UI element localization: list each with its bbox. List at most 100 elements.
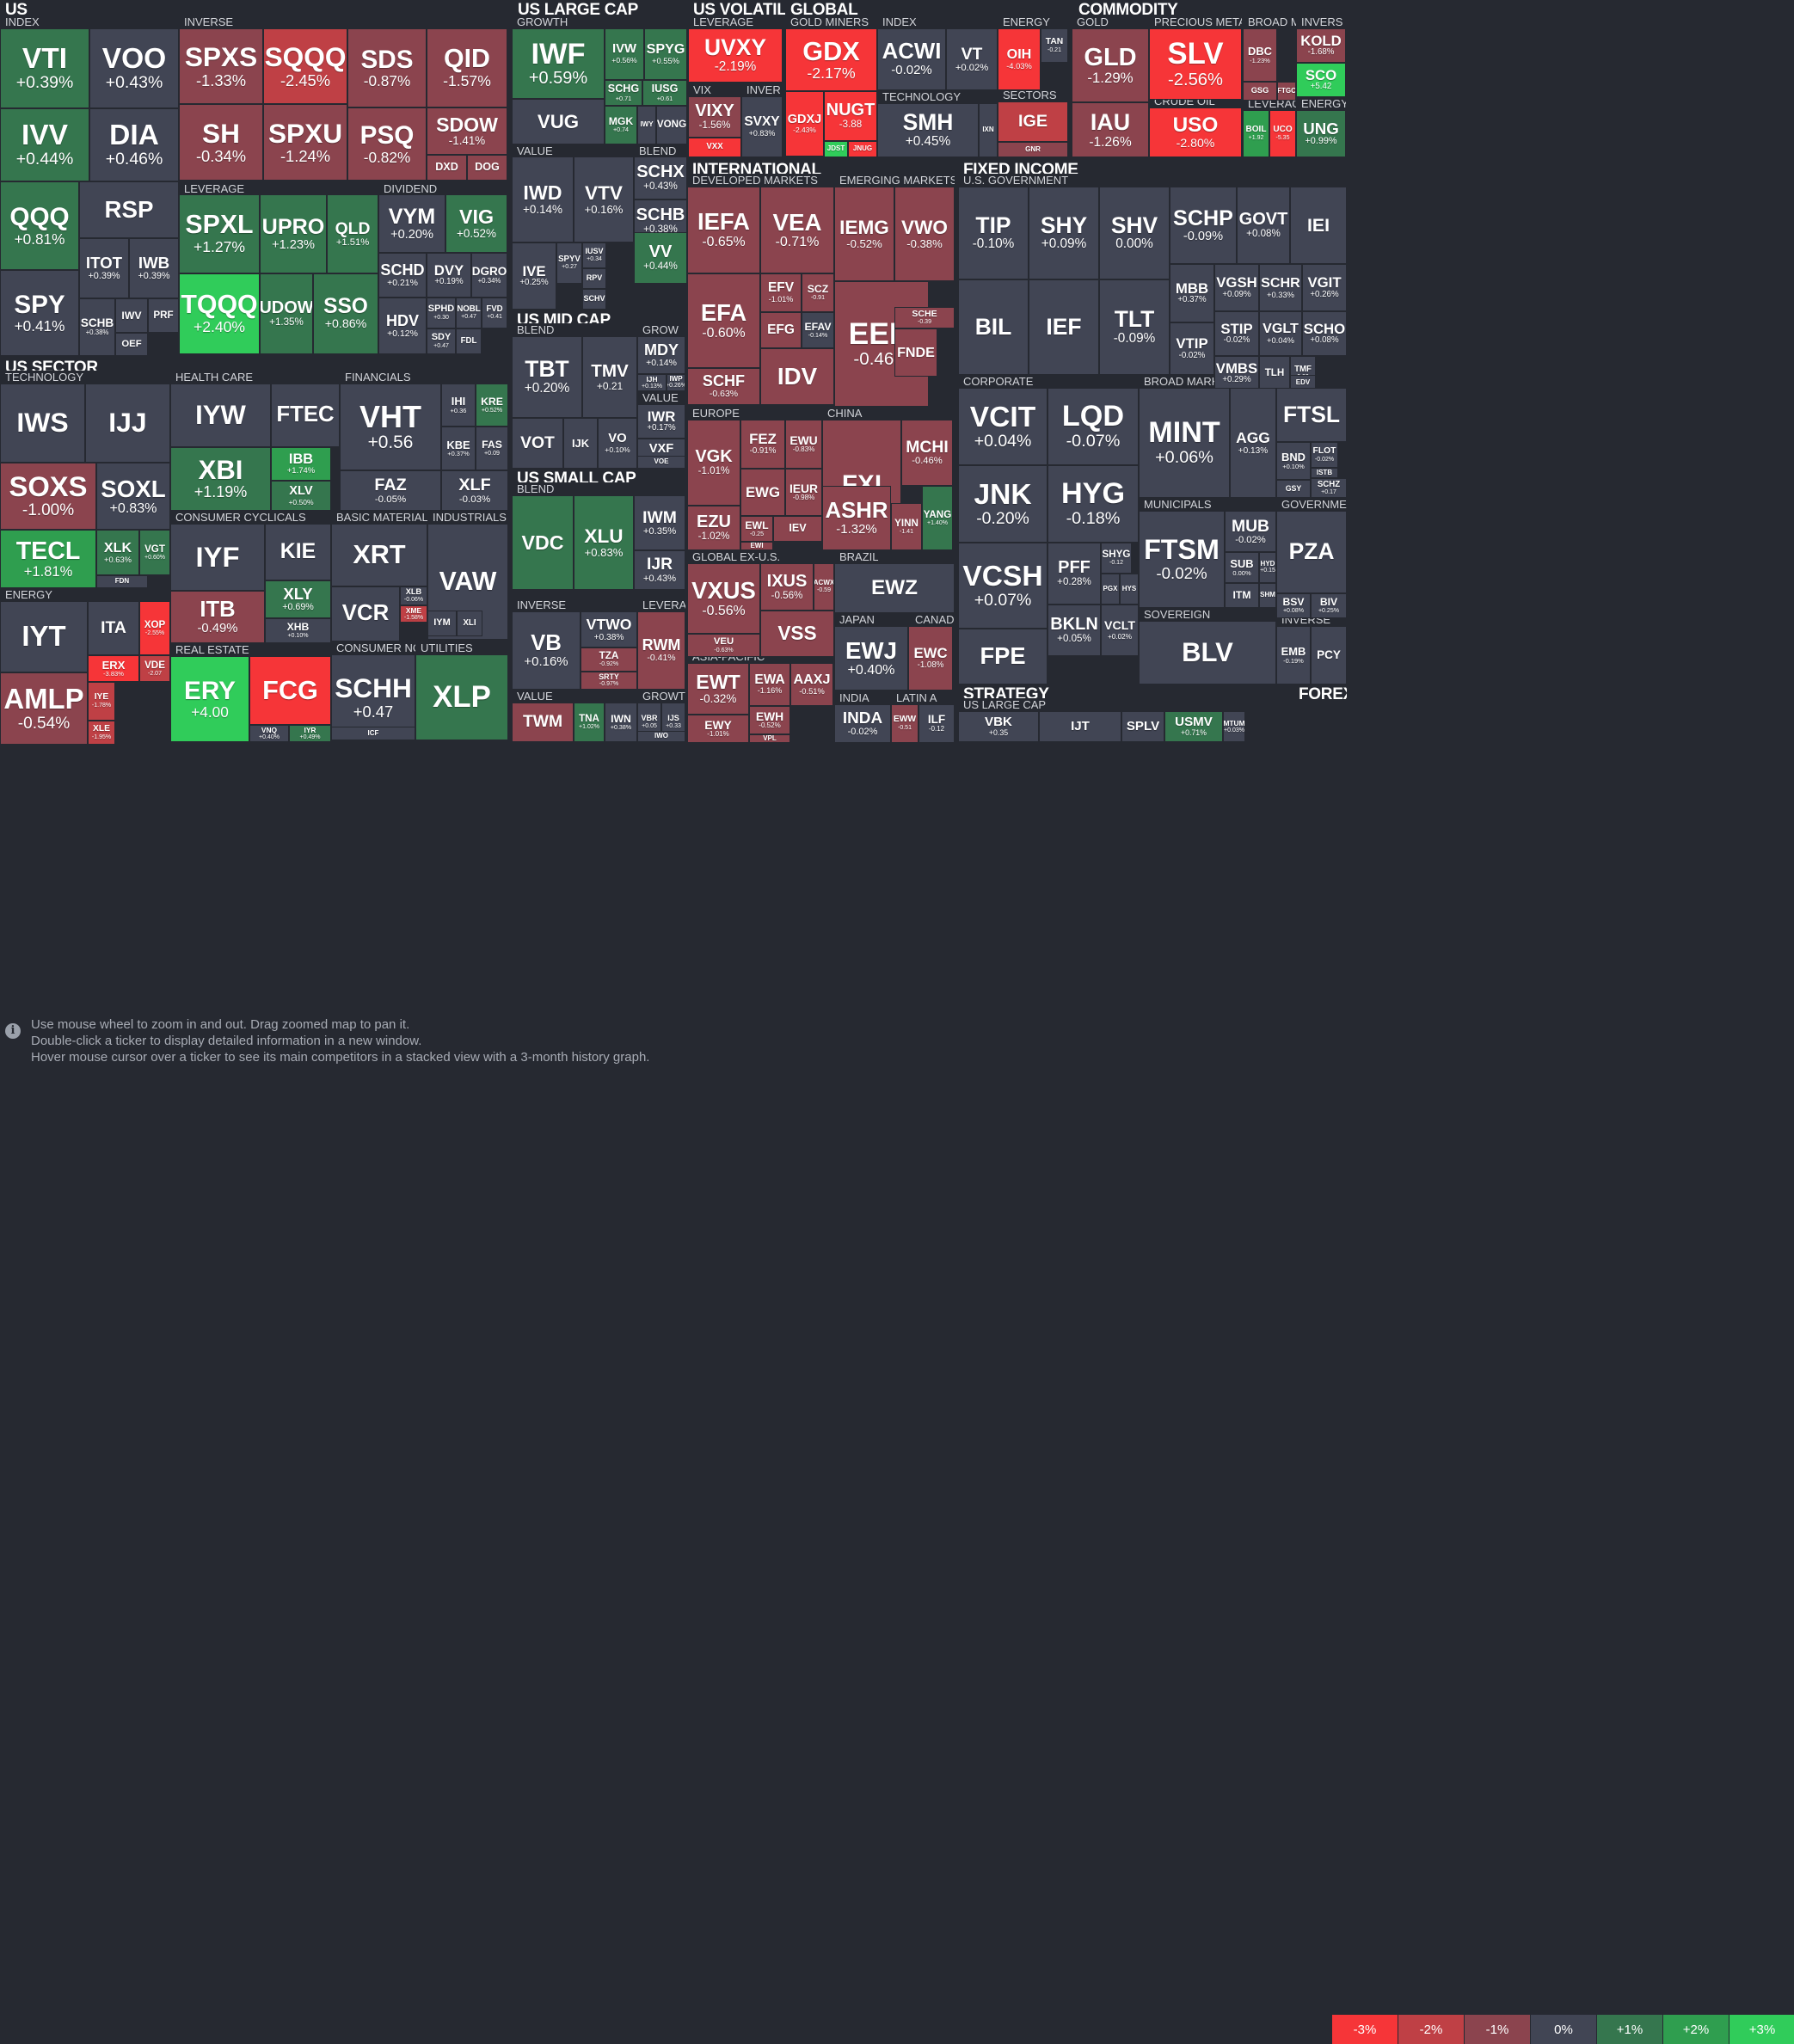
tile-iwd[interactable]: IWD +0.14% [512,157,574,242]
tile-nugt[interactable]: NUGT -3.88 [824,91,877,141]
tile-hyg[interactable]: HYG -0.18% [1048,465,1139,543]
tile-vtwo[interactable]: VTWO +0.38% [581,611,637,648]
tile-vss[interactable]: VSS [760,611,834,657]
tile-fnde[interactable]: FNDE [894,328,937,377]
tile-schg[interactable]: SCHG +0.71 [605,80,642,106]
tile-ewh[interactable]: EWH -0.52% [749,706,790,734]
tile-fvd[interactable]: FVD +0.41 [482,298,507,328]
tile-ewl[interactable]: EWL -0.25 [740,516,773,542]
tile-shy[interactable]: SHY +0.09% [1029,187,1099,279]
tile-hyd[interactable]: HYD +0.15 [1259,552,1276,583]
tile-vixy[interactable]: VIXY -1.56% [688,96,741,138]
tile-slv[interactable]: SLV -2.56% [1149,28,1242,100]
tile-ewa[interactable]: EWA -1.16% [749,663,790,706]
tile-tip[interactable]: TIP -0.10% [958,187,1029,279]
tile-vgit[interactable]: VGIT +0.26% [1302,264,1347,311]
tile-vym[interactable]: VYM +0.20% [378,194,445,253]
tile-itb[interactable]: ITB -0.49% [170,591,265,643]
tile-schh[interactable]: SCHH +0.47 [331,654,415,740]
tile-mtum[interactable]: MTUM +0.03% [1223,711,1245,742]
tile-tza[interactable]: TZA -0.92% [581,648,637,672]
tile-prf[interactable]: PRF [148,298,179,333]
tile-kold[interactable]: KOLD -1.68% [1296,28,1346,63]
tile-bsv[interactable]: BSV +0.08% [1276,593,1311,618]
tile-pgx[interactable]: PGX [1101,574,1120,605]
tile-tbt[interactable]: TBT +0.20% [512,336,582,418]
tile-ijh[interactable]: IJH +0.13% [637,374,667,391]
tile-schp[interactable]: SCHP -0.09% [1170,187,1237,264]
tile-sso[interactable]: SSO +0.86% [313,273,378,354]
tile-vcr[interactable]: VCR [331,586,400,641]
tile-rwm[interactable]: RWM -0.41% [637,611,685,690]
tile-fcg[interactable]: FCG [249,656,331,725]
tile-xhb[interactable]: XHB +0.10% [265,618,331,643]
tile-kbe[interactable]: KBE +0.37% [441,427,476,470]
tile-sphd[interactable]: SPHD +0.30 [427,298,456,328]
tile-ashr[interactable]: ASHR -1.32% [822,486,891,550]
tile-xlb[interactable]: XLB -0.06% [400,586,427,605]
tile-vglt[interactable]: VGLT +0.04% [1259,311,1302,356]
tile-dvy[interactable]: DVY +0.19% [427,253,471,298]
tile-iwo[interactable]: IWO [637,731,685,742]
tile-ilf[interactable]: ILF -0.12 [919,704,955,743]
tile-iwp[interactable]: IWP +0.26% [667,374,685,391]
tile-vgk[interactable]: VGK -1.01% [687,420,740,506]
tile-ewt[interactable]: EWT -0.32% [687,663,749,715]
tile-schd[interactable]: SCHD +0.21% [378,253,427,298]
tile-idv[interactable]: IDV [760,348,834,405]
tile-acwx[interactable]: ACWX -0.59 [814,563,834,611]
tile-schz[interactable]: SCHZ +0.17 [1311,478,1347,498]
tile-flot[interactable]: FLOT -0.02% [1311,442,1338,468]
tile-shyg[interactable]: SHYG -0.12 [1101,543,1132,574]
tile-iei[interactable]: IEI [1290,187,1347,264]
tile-ihi[interactable]: IHI +0.36 [441,384,476,427]
tile-iyf[interactable]: IYF [170,524,265,591]
tile-iwf[interactable]: IWF +0.59% [512,28,605,99]
tile-inda[interactable]: INDA -0.02% [834,704,891,743]
tile-itm[interactable]: ITM [1225,583,1259,608]
tile-vwo[interactable]: VWO -0.38% [894,187,955,281]
tile-shm[interactable]: SHM [1259,583,1276,608]
tile-vgsh[interactable]: VGSH +0.09% [1214,264,1259,311]
tile-efg[interactable]: EFG [760,312,802,348]
tile-svxy[interactable]: SVXY +0.83% [741,96,783,157]
tile-hdv[interactable]: HDV +0.12% [378,298,427,354]
tile-xop[interactable]: XOP -2.55% [139,601,170,655]
tile-xrt[interactable]: XRT [331,524,427,586]
tile-iwb[interactable]: IWB +0.39% [129,238,179,298]
tile-xlf[interactable]: XLF -0.03% [441,470,508,511]
tile-iwy[interactable]: IWY [637,106,656,144]
tile-xme[interactable]: XME -1.58% [400,605,427,623]
tile-uco[interactable]: UCO -5.35 [1269,110,1296,157]
tile-emb[interactable]: EMB -0.19% [1276,626,1311,684]
tile-gsg[interactable]: GSG [1243,82,1277,101]
tile-ige[interactable]: IGE [998,101,1068,142]
tile-blv[interactable]: BLV [1139,621,1276,684]
tile-bkln[interactable]: BKLN +0.05% [1048,605,1101,656]
tile-nobl[interactable]: NOBL +0.47 [456,298,482,328]
tile-iws[interactable]: IWS [0,384,85,463]
tile-efv[interactable]: EFV -1.01% [760,273,802,312]
tile-vht[interactable]: VHT +0.56 [340,384,441,470]
tile-lqd[interactable]: LQD -0.07% [1048,388,1139,465]
tile-schv[interactable]: SCHV [582,289,606,310]
tile-kie[interactable]: KIE [265,524,331,580]
tile-ftec[interactable]: FTEC [271,384,340,447]
tile-iwm[interactable]: IWM +0.35% [634,495,685,550]
tile-ewu[interactable]: EWU -0.83% [785,420,822,469]
tile-ief[interactable]: IEF [1029,279,1099,375]
tile-iemg[interactable]: IEMG -0.52% [834,187,894,281]
tile-vde[interactable]: VDE -2.07 [139,655,170,682]
tile-iyw[interactable]: IYW [170,384,271,447]
tile-ewg[interactable]: EWG [740,469,785,516]
tile-shv[interactable]: SHV 0.00% [1099,187,1170,279]
tile-fez[interactable]: FEZ -0.91% [740,420,785,469]
tile-vb[interactable]: VB +0.16% [512,611,581,690]
tile-schf[interactable]: SCHF -0.63% [687,368,760,405]
tile-vt[interactable]: VT +0.02% [946,28,998,90]
tile-tqqq[interactable]: TQQQ +2.40% [179,273,260,354]
tile-soxs[interactable]: SOXS -1.00% [0,463,96,530]
tile-iefa[interactable]: IEFA -0.65% [687,187,760,273]
tile-vpl[interactable]: VPL [749,734,790,743]
tile-itot[interactable]: ITOT +0.39% [79,238,129,298]
